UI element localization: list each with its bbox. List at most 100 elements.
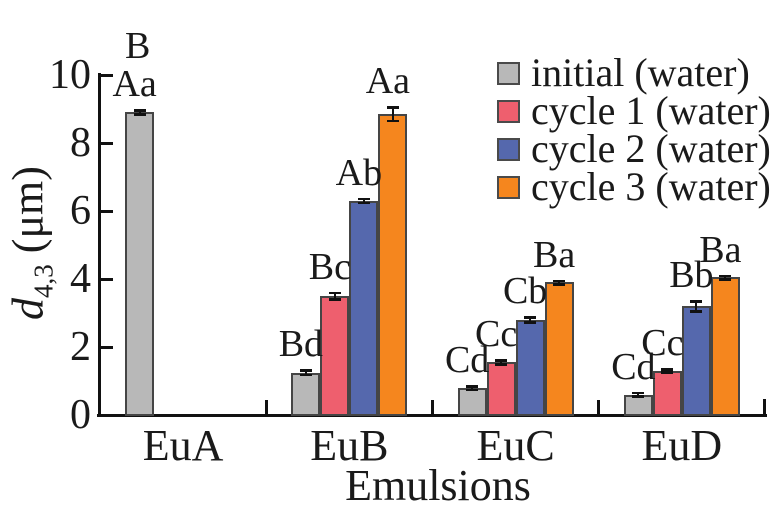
y-tick-4	[101, 277, 113, 281]
annotation-EuB-series-0: Bd	[278, 323, 324, 366]
x-axis-title: Emulsions	[345, 461, 531, 510]
legend-label-3: cycle 3 (water)	[531, 164, 771, 209]
bar-EuB-series-1	[320, 296, 350, 416]
x-tick-3	[597, 400, 601, 414]
legend-label-1: cycle 1 (water)	[531, 88, 771, 133]
y-tick-label-2: 2	[70, 324, 91, 370]
y-tick-10	[101, 73, 113, 77]
y-tick-label-10: 10	[49, 52, 91, 98]
bar-EuC-series-0	[457, 387, 487, 416]
group-annotation-EuA: B	[124, 25, 151, 68]
category-label-EuB: EuB	[310, 421, 389, 470]
annotation-EuC-series-2: Cb	[502, 270, 548, 313]
error-bar-EuA-series-0	[138, 110, 141, 115]
error-cap-bottom-EuC-series-3	[553, 283, 566, 286]
legend-label-0: initial (water)	[531, 50, 750, 95]
annotation-EuD-series-1: Cc	[641, 322, 684, 365]
bar-EuD-series-0	[623, 394, 653, 416]
annotation-EuB-series-2: Ab	[335, 151, 383, 194]
bar-EuB-series-2	[349, 200, 379, 416]
error-bar-EuC-series-3	[558, 280, 561, 285]
legend-item-3: cycle 3 (water)	[497, 164, 771, 209]
bar-EuD-series-1	[652, 370, 682, 416]
x-tick-1	[264, 400, 268, 414]
y-axis-symbol: d	[3, 297, 53, 320]
legend-label-2: cycle 2 (water)	[531, 126, 771, 171]
bar-EuC-series-3	[544, 282, 574, 416]
error-cap-top-EuC-series-1	[495, 359, 508, 362]
legend-item-0: initial (water)	[497, 50, 771, 95]
bar-EuD-series-2	[681, 306, 711, 416]
y-axis-title: d4,3 (μm)	[3, 166, 66, 320]
error-cap-bottom-EuB-series-3	[386, 119, 399, 123]
y-tick-2	[101, 345, 113, 349]
error-cap-bottom-EuD-series-0	[632, 395, 645, 398]
annotation-EuC-series-0: Cd	[444, 339, 490, 382]
y-axis-unit: (μm)	[3, 166, 53, 254]
legend: initial (water) cycle 1 (water) cycle 2 (w…	[497, 50, 771, 209]
category-label-EuC: EuC	[476, 421, 555, 470]
annotation-EuD-series-0: Cd	[611, 345, 656, 388]
error-bar-EuB-series-2	[362, 198, 365, 203]
bar-EuA-series-0	[125, 112, 155, 416]
bar-EuB-series-0	[291, 372, 321, 416]
category-label-EuD: EuD	[641, 421, 723, 470]
y-axis	[98, 73, 101, 417]
category-label-EuA: EuA	[142, 421, 224, 470]
error-cap-top-EuD-series-2	[690, 300, 703, 303]
error-cap-top-EuD-series-3	[719, 274, 732, 278]
x-axis	[97, 414, 767, 417]
bar-EuB-series-3	[378, 114, 408, 416]
error-cap-bottom-EuD-series-3	[719, 278, 732, 281]
error-cap-top-EuB-series-2	[357, 197, 370, 201]
x-tick-2	[431, 400, 434, 414]
annotation-EuB-series-1: Bc	[308, 245, 351, 288]
x-axis-end-cap	[763, 399, 766, 414]
error-cap-top-EuC-series-0	[466, 385, 479, 388]
error-cap-top-EuB-series-1	[328, 291, 341, 295]
error-bar-EuD-series-3	[724, 275, 727, 279]
y-tick-label-4: 4	[70, 256, 91, 302]
error-bar-EuD-series-2	[695, 301, 698, 312]
y-tick-6	[101, 209, 113, 213]
error-cap-bottom-EuD-series-1	[661, 371, 674, 374]
error-cap-bottom-EuB-series-2	[357, 201, 370, 205]
legend-item-2: cycle 2 (water)	[497, 126, 771, 171]
bar-EuC-series-1	[486, 362, 516, 416]
error-cap-bottom-EuD-series-2	[690, 310, 703, 313]
error-cap-top-EuB-series-3	[386, 106, 399, 109]
bar-EuD-series-3	[710, 277, 740, 416]
bar-EuC-series-2	[515, 319, 545, 416]
y-tick-label-0: 0	[70, 392, 91, 438]
error-bar-EuC-series-2	[529, 317, 532, 323]
error-cap-top-EuD-series-0	[632, 391, 645, 395]
error-bar-EuC-series-0	[471, 386, 474, 390]
annotation-EuC-series-3: Ba	[533, 233, 576, 276]
legend-swatch-2	[497, 137, 520, 161]
legend-swatch-3	[497, 175, 520, 199]
error-bar-EuD-series-0	[637, 392, 640, 397]
annotation-EuD-series-3: Ba	[699, 228, 742, 271]
error-cap-bottom-EuC-series-2	[524, 321, 537, 324]
legend-swatch-1	[497, 99, 520, 123]
y-axis-subscript: 4,3	[28, 264, 59, 298]
error-cap-bottom-EuA-series-0	[133, 113, 146, 116]
annotation-EuD-series-2: Bb	[669, 254, 714, 297]
error-cap-top-EuC-series-3	[553, 279, 566, 283]
y-tick-8	[101, 141, 113, 145]
error-cap-top-EuC-series-2	[524, 316, 537, 319]
y-tick-label-6: 6	[70, 188, 91, 234]
error-cap-bottom-EuC-series-0	[466, 388, 479, 391]
error-cap-top-EuD-series-1	[661, 368, 674, 371]
error-bar-EuB-series-3	[391, 107, 394, 121]
annotation-EuC-series-1: Cc	[475, 313, 518, 356]
annotation-EuA-series-0: Aa	[112, 63, 157, 106]
y-tick-label-8: 8	[70, 120, 91, 166]
annotation-EuB-series-3: Aa	[365, 60, 411, 103]
error-cap-bottom-EuB-series-1	[328, 298, 341, 301]
error-bar-EuB-series-0	[304, 370, 307, 375]
error-cap-top-EuB-series-0	[299, 369, 312, 372]
error-cap-top-EuA-series-0	[133, 109, 146, 112]
legend-swatch-0	[497, 61, 520, 85]
